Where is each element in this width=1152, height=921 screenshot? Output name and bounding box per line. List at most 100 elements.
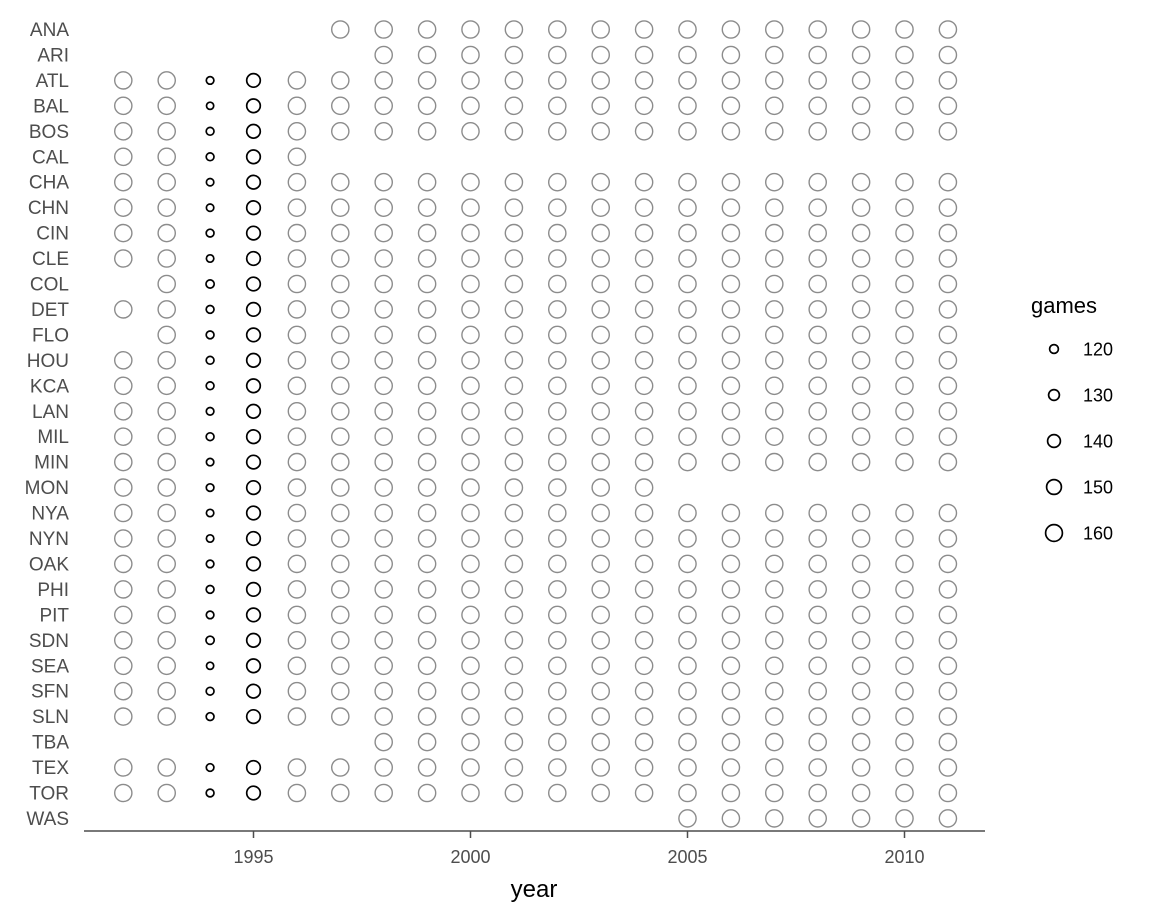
point-was-2009: [851, 809, 871, 828]
point-cle-2002: [548, 249, 567, 268]
point-bal-2003: [591, 96, 611, 116]
point-hou-1992: [114, 350, 133, 370]
point-cle-1992: [114, 249, 133, 268]
point-mon-1998: [374, 478, 394, 497]
team-label-nya: NYA: [31, 504, 69, 525]
point-atl-2006: [721, 71, 741, 90]
point-pit-2003: [591, 605, 611, 625]
point-tba-1998: [374, 732, 394, 752]
point-kca-1993: [157, 376, 176, 396]
point-nya-1994: [205, 508, 215, 518]
point-tba-2000: [461, 732, 480, 752]
point-was-2007: [765, 809, 784, 828]
point-cha-1995: [245, 174, 262, 190]
point-cle-1998: [374, 249, 394, 268]
point-sea-2003: [591, 656, 611, 676]
point-lan-2010: [895, 401, 914, 421]
point-cle-2003: [591, 249, 611, 268]
point-min-1994: [205, 457, 215, 467]
point-cin-2011: [938, 223, 958, 243]
point-det-2011: [938, 300, 958, 319]
point-sfn-2003: [591, 681, 611, 701]
point-tor-2005: [678, 783, 697, 803]
point-chn-2002: [548, 198, 567, 217]
point-lan-1994: [205, 406, 215, 416]
point-sdn-1999: [417, 631, 437, 650]
point-sea-2004: [634, 656, 654, 676]
point-lan-2003: [591, 401, 611, 421]
point-atl-2003: [591, 71, 611, 90]
point-hou-2008: [808, 350, 828, 370]
point-lan-2011: [938, 401, 958, 421]
point-mil-1999: [417, 427, 437, 447]
point-min-1993: [157, 452, 176, 472]
point-bal-1998: [374, 96, 394, 116]
point-sea-1994: [205, 661, 215, 671]
point-col-2002: [548, 274, 567, 294]
point-det-1995: [245, 301, 262, 318]
point-min-1999: [417, 452, 437, 472]
team-label-cle: CLE: [32, 249, 69, 270]
point-oak-2000: [461, 554, 480, 574]
point-sea-2008: [808, 656, 828, 676]
point-bal-2008: [808, 96, 828, 116]
point-oak-1998: [374, 554, 394, 574]
point-cin-2004: [634, 223, 654, 243]
point-min-2003: [591, 452, 611, 472]
point-cle-2006: [721, 249, 741, 268]
team-label-pit: PIT: [39, 605, 69, 626]
point-sfn-1996: [287, 681, 307, 701]
team-label-det: DET: [31, 300, 69, 321]
point-kca-2010: [895, 376, 914, 396]
point-cin-2001: [504, 223, 524, 243]
point-flo-1995: [245, 327, 262, 343]
legend-title: games: [1031, 293, 1097, 318]
point-cha-2002: [548, 172, 567, 192]
team-label-cha: CHA: [29, 173, 69, 194]
point-sdn-2003: [591, 631, 611, 650]
point-det-1994: [205, 304, 215, 315]
point-cha-1996: [287, 172, 307, 192]
point-sdn-1993: [157, 631, 176, 650]
point-tor-1995: [245, 785, 262, 801]
point-hou-2002: [548, 350, 567, 370]
point-sfn-1993: [157, 681, 176, 701]
team-label-was: WAS: [26, 809, 69, 830]
point-sea-2007: [765, 656, 784, 676]
x-tick-label-2000: 2000: [450, 847, 490, 867]
point-nya-2010: [895, 503, 914, 523]
point-nya-2008: [808, 503, 828, 523]
point-hou-2006: [721, 350, 741, 370]
point-cha-2010: [895, 172, 914, 192]
point-mon-1993: [157, 478, 176, 497]
point-col-1998: [374, 274, 394, 294]
point-cha-2009: [851, 172, 871, 192]
point-sdn-2011: [938, 631, 958, 650]
point-sdn-2001: [504, 631, 524, 650]
team-label-sea: SEA: [31, 656, 69, 677]
point-pit-2010: [895, 605, 914, 625]
point-sln-1997: [330, 707, 350, 726]
point-chn-1994: [205, 203, 215, 213]
point-atl-2007: [765, 71, 784, 90]
point-tex-1998: [374, 758, 394, 777]
point-sfn-2001: [504, 681, 524, 701]
point-sdn-1998: [374, 631, 394, 650]
point-phi-2000: [461, 580, 480, 599]
point-cin-1995: [245, 225, 262, 241]
point-bos-1992: [114, 122, 133, 141]
point-col-2010: [895, 274, 914, 294]
point-nya-2001: [504, 503, 524, 523]
point-ari-2010: [895, 45, 914, 65]
point-flo-2000: [461, 325, 480, 345]
point-col-2009: [851, 274, 871, 294]
point-bos-2003: [591, 122, 611, 141]
team-label-hou: HOU: [27, 351, 69, 372]
point-lan-2008: [808, 401, 828, 421]
point-sfn-2009: [851, 681, 871, 701]
point-cha-1997: [330, 172, 350, 192]
point-tor-1993: [157, 783, 176, 803]
point-nyn-2010: [895, 529, 914, 548]
point-lan-1998: [374, 401, 394, 421]
point-tor-2007: [765, 783, 784, 803]
